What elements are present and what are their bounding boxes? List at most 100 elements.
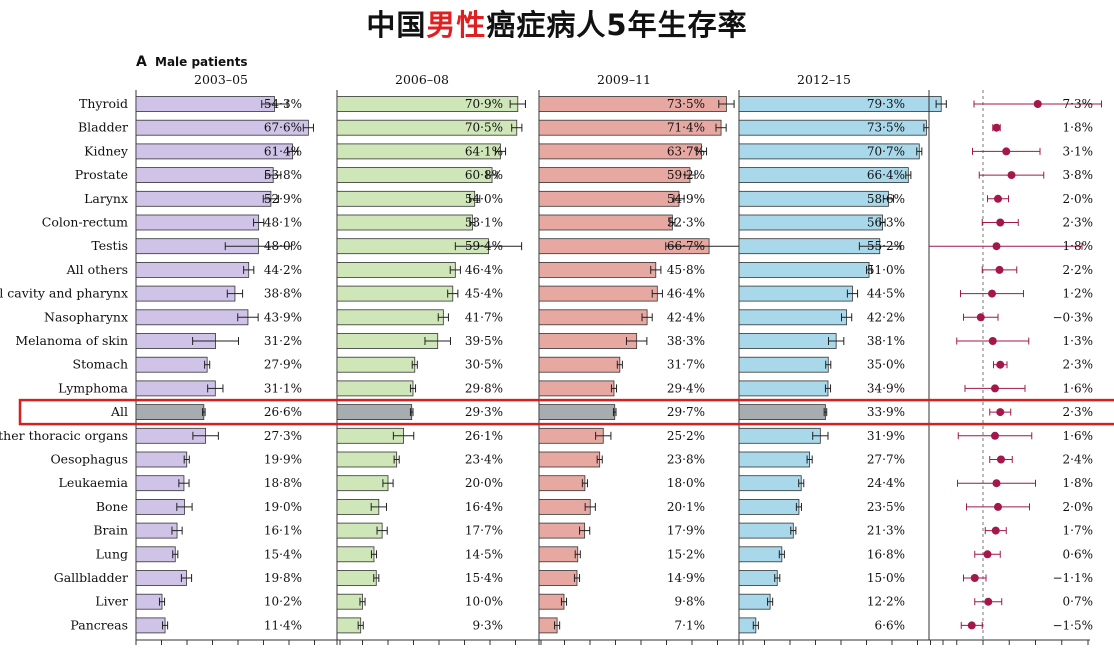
survival-bar [135, 356, 208, 373]
category-label: Nasopharynx [44, 309, 128, 324]
value-label: 29·7% [667, 405, 705, 419]
category-label: Other thoracic organs [0, 428, 128, 443]
value-label: 16·8% [867, 547, 905, 561]
value-label: 59·2% [667, 168, 705, 182]
category-label: Lung [96, 546, 128, 561]
value-label: 52·3% [667, 216, 705, 230]
survival-bar [336, 285, 454, 302]
category-label: Larynx [84, 191, 128, 206]
value-label: 66·4% [867, 168, 905, 182]
value-label: 38·1% [867, 334, 905, 348]
change-label: 2·3% [1063, 358, 1094, 372]
category-label: Pancreas [70, 617, 128, 632]
panel-label: A [136, 54, 147, 70]
value-label: 9·8% [675, 595, 706, 609]
value-label: 53·1% [465, 216, 503, 230]
survival-bar [538, 190, 680, 207]
value-label: 63·7% [667, 144, 705, 158]
value-label: 43·9% [264, 310, 302, 324]
value-label: 45·4% [465, 287, 503, 301]
change-label: 1·2% [1063, 287, 1094, 301]
value-label: 34·9% [867, 381, 905, 395]
value-label: 6·6% [875, 618, 906, 632]
value-label: 18·0% [667, 476, 705, 490]
value-label: 42·2% [867, 310, 905, 324]
value-label: 39·5% [465, 334, 503, 348]
value-label: 73·5% [867, 121, 905, 135]
period-header: 2003–05 [194, 72, 248, 87]
category-label: Testis [91, 238, 128, 253]
survival-bar [135, 593, 163, 610]
value-label: 66·7% [667, 239, 705, 253]
value-label: 55·2% [867, 239, 905, 253]
slide-title-prefix: 中国 [366, 8, 427, 42]
change-label: 3·8% [1063, 168, 1094, 182]
value-label: 70·9% [465, 97, 503, 111]
survival-bar [336, 593, 363, 610]
survival-bar [738, 356, 829, 373]
survival-bar [336, 261, 456, 278]
survival-bar [538, 380, 615, 397]
slide-title-suffix: 癌症病人5年生存率 [486, 8, 748, 42]
value-label: 70·5% [465, 121, 503, 135]
change-point [992, 242, 1001, 251]
highlight-box-all [18, 398, 1114, 426]
value-label: 64·1% [465, 144, 503, 158]
change-point [991, 431, 999, 440]
survival-bar [135, 380, 216, 397]
value-label: 44·2% [264, 263, 302, 277]
change-label: 2·0% [1063, 500, 1094, 514]
value-label: 38·8% [264, 287, 302, 301]
value-label: 41·7% [465, 310, 503, 324]
change-point [1002, 147, 1011, 156]
survival-bar [738, 522, 794, 539]
survival-bar [336, 333, 439, 349]
value-label: 44·5% [867, 287, 905, 301]
value-label: 15·4% [465, 571, 503, 585]
value-label: 15·2% [667, 547, 705, 561]
survival-bar [738, 427, 821, 444]
survival-bar [538, 475, 586, 492]
value-label: 54·9% [667, 192, 705, 206]
change-point [996, 218, 1005, 227]
survival-bar [738, 333, 837, 349]
value-label: 23·8% [667, 453, 705, 467]
change-label: 1·7% [1063, 524, 1094, 538]
survival-bar [738, 475, 802, 492]
survival-bar [135, 546, 176, 563]
value-label: 27·9% [264, 358, 302, 372]
change-point [992, 123, 1001, 132]
value-label: 19·9% [264, 453, 302, 467]
survival-bar [135, 261, 250, 278]
survival-bar [738, 546, 783, 563]
value-label: 31·7% [667, 358, 705, 372]
period-header: 2006–08 [395, 72, 449, 87]
value-label: 29·8% [465, 381, 503, 395]
value-label: 15·4% [264, 547, 302, 561]
change-point [984, 597, 993, 606]
value-label: 31·2% [264, 334, 302, 348]
survival-bar [738, 238, 881, 255]
change-point [996, 408, 1005, 417]
value-label: 59·4% [465, 239, 503, 253]
survival-bar [336, 475, 389, 492]
value-label: 31·1% [264, 381, 302, 395]
value-label: 46·4% [667, 287, 705, 301]
value-label: 16·1% [264, 524, 302, 538]
value-label: 73·5% [667, 97, 705, 111]
value-label: 20·1% [667, 500, 705, 514]
change-label: 0·7% [1063, 595, 1094, 609]
change-label: 1·6% [1063, 381, 1094, 395]
survival-bar [135, 404, 205, 421]
value-label: 45·8% [667, 263, 705, 277]
change-point [996, 360, 1005, 369]
survival-bar [135, 167, 274, 184]
survival-bar [538, 427, 604, 444]
survival-bar [135, 475, 185, 492]
value-label: 23·5% [867, 500, 905, 514]
value-label: 18·8% [264, 476, 302, 490]
survival-bar [336, 380, 414, 397]
value-label: 7·1% [675, 618, 706, 632]
survival-bar [538, 356, 621, 373]
